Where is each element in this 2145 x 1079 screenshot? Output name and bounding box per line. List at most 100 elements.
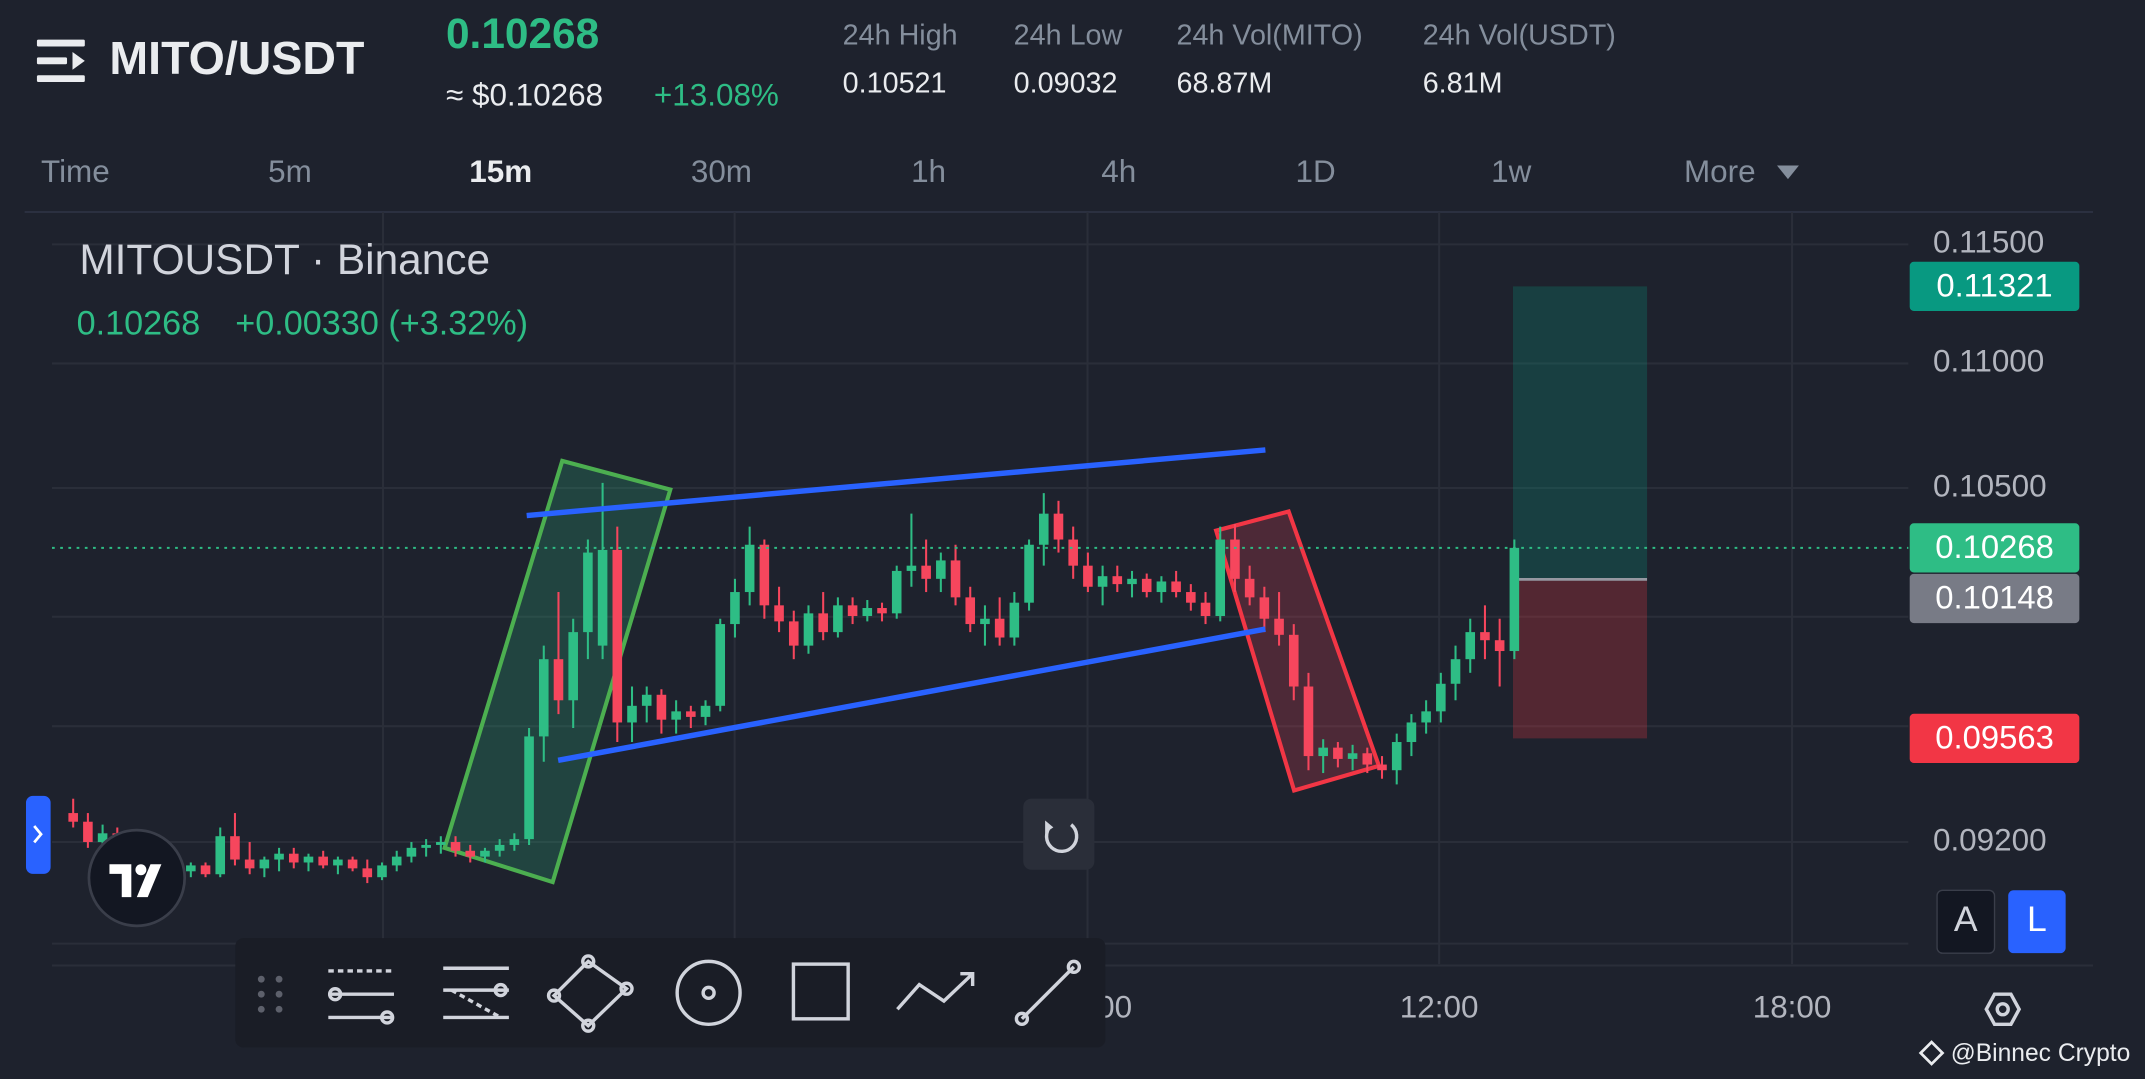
auto-scale-button[interactable] <box>1936 889 1996 954</box>
candle-body <box>1436 683 1446 712</box>
dot <box>275 975 283 983</box>
candle-body <box>436 842 446 845</box>
icon-dot <box>581 1018 596 1033</box>
icon-dot <box>581 954 596 969</box>
candle-body <box>333 859 343 866</box>
candle-body <box>68 813 78 822</box>
candle-body <box>980 618 990 625</box>
timeframe-tab[interactable]: 1h <box>911 154 946 189</box>
candle-body <box>597 549 608 646</box>
candle-body <box>965 597 976 625</box>
candle-body <box>1141 578 1152 593</box>
candle-body <box>994 618 1005 638</box>
menu-bar <box>36 39 85 47</box>
x-tick-label: 18:00 <box>1753 990 1832 1025</box>
candle-body <box>1053 513 1064 540</box>
timeframe-tab[interactable]: 5m <box>268 154 312 189</box>
stat-value: 6.81M <box>1423 67 1503 99</box>
candle-body <box>1421 711 1431 723</box>
candle-body <box>1480 632 1490 641</box>
candle-body <box>200 865 211 875</box>
timeframe-tab[interactable]: 15m <box>469 154 532 189</box>
tool-path[interactable] <box>896 971 975 1011</box>
reset-button[interactable] <box>1023 798 1095 870</box>
log-scale-button[interactable] <box>2008 890 2066 954</box>
menu-icon[interactable] <box>36 39 85 83</box>
candle-body <box>1127 578 1137 585</box>
candle-body <box>1318 747 1328 757</box>
y-tick-label: 0.11500 <box>1933 225 2044 260</box>
candle-body <box>612 549 623 723</box>
icon-shape <box>675 959 742 1027</box>
tool-circle[interactable] <box>675 959 742 1027</box>
settings-dot <box>1995 1002 2010 1017</box>
stat-label: 24h Vol(MITO) <box>1176 20 1362 52</box>
stat-label: 24h Low <box>1014 20 1123 52</box>
price-tag <box>1909 713 2080 763</box>
icon-dot <box>327 987 343 1002</box>
candle-body <box>450 842 461 851</box>
timeframe-tab[interactable]: 30m <box>691 154 752 189</box>
price-tag-label: 0.10148 <box>1935 579 2054 616</box>
icon-line <box>1020 965 1076 1021</box>
tv-logo[interactable] <box>87 828 187 928</box>
loss-zone <box>1512 579 1648 739</box>
timeframe-tab[interactable]: More <box>1684 154 1756 189</box>
candle-body <box>318 856 328 866</box>
timeframe-tab[interactable]: 4h <box>1101 154 1136 189</box>
candle-body <box>788 621 799 646</box>
trend-line-lower[interactable] <box>557 626 1266 764</box>
drag-handle[interactable] <box>257 975 283 1013</box>
candle-body <box>186 865 196 872</box>
price-change: +13.08% <box>654 77 779 112</box>
dot <box>275 1005 283 1013</box>
candle-body <box>244 859 255 869</box>
tool-pattern[interactable] <box>546 954 634 1033</box>
tool-pitchfork[interactable] <box>443 966 509 1020</box>
tool-fib[interactable] <box>327 969 395 1025</box>
icon-shape <box>551 959 630 1028</box>
candle-body <box>730 592 740 625</box>
trend-line-upper[interactable] <box>526 447 1266 519</box>
y-grid <box>51 243 1909 844</box>
tool-rectangle[interactable] <box>791 962 850 1021</box>
candle-body <box>1009 602 1020 638</box>
candle-body <box>230 836 240 860</box>
timeframe-tab[interactable]: 1w <box>1491 154 1531 189</box>
candle-body <box>803 613 814 646</box>
candle-body <box>1274 618 1284 635</box>
candle-body <box>1347 753 1358 759</box>
candle-body <box>1509 547 1520 652</box>
timeframe-tab[interactable]: 1D <box>1295 154 1335 189</box>
candle-body <box>1215 539 1226 617</box>
candle-body <box>259 859 270 869</box>
settings-button[interactable] <box>1984 992 2022 1027</box>
watermark: @Binnec Crypto <box>1951 1040 2131 1067</box>
candle-body <box>1083 565 1093 587</box>
candle-body <box>921 565 931 579</box>
price-tag-label: 0.09563 <box>1935 718 2054 755</box>
candle-body <box>1465 632 1476 660</box>
candle-body <box>891 570 902 614</box>
price-tag <box>1909 261 2080 312</box>
position-tool[interactable] <box>1512 286 1648 739</box>
side-tab[interactable] <box>25 795 51 874</box>
price-tag-label: 0.11321 <box>1936 266 2052 303</box>
tv-logo-mark <box>109 864 162 898</box>
icon-dot <box>379 1010 395 1025</box>
candle-body <box>1112 576 1123 585</box>
menu-bar <box>36 75 85 83</box>
candle-body <box>1494 640 1505 652</box>
timeframe-tab[interactable]: Time <box>41 154 110 189</box>
candle-body <box>715 624 726 706</box>
candle-body <box>538 659 549 737</box>
price-tag-label: 0.10268 <box>1935 528 2054 565</box>
tool-trendline[interactable] <box>1014 959 1082 1027</box>
candle-body <box>288 853 299 863</box>
icon-shape <box>896 973 973 1011</box>
candle-body <box>1156 581 1167 593</box>
candle-body <box>818 613 828 633</box>
pair-name[interactable]: MITO/USDT <box>109 32 364 84</box>
menu-bar <box>36 57 68 65</box>
